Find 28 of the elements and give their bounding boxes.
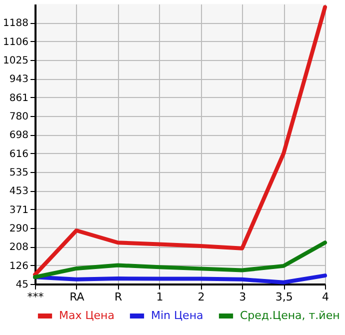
y-tick-label: 780 bbox=[9, 112, 28, 122]
y-tick-label: 45 bbox=[16, 280, 28, 290]
y-tick-label: 535 bbox=[9, 168, 28, 178]
x-tick-label: 3,5 bbox=[275, 290, 293, 304]
y-tick-label: 290 bbox=[9, 224, 28, 234]
legend-label: Сред.Цена, т.йен bbox=[240, 309, 340, 322]
y-tick-label: 861 bbox=[9, 92, 28, 104]
x-tick-label: R bbox=[114, 290, 123, 304]
y-tick-label: 1188 bbox=[3, 18, 28, 30]
x-tick-label: *** bbox=[27, 290, 44, 304]
y-tick-label: 126 bbox=[9, 260, 28, 272]
y-tick-label: 1106 bbox=[3, 36, 28, 48]
x-tick-label: 1 bbox=[156, 290, 164, 304]
y-tick-label: 1025 bbox=[3, 56, 28, 66]
x-tick-label: 4 bbox=[322, 290, 329, 304]
x-tick-label: RA bbox=[70, 290, 85, 304]
y-tick-label: 453 bbox=[9, 186, 28, 198]
line-series bbox=[33, 5, 327, 277]
x-tick-label: 2 bbox=[198, 290, 205, 304]
line-series bbox=[33, 240, 327, 280]
y-tick-label: 943 bbox=[9, 74, 28, 86]
legend-label: Max Цена bbox=[59, 309, 114, 322]
x-tick-label: 3 bbox=[239, 290, 246, 304]
y-tick-label: 371 bbox=[9, 204, 28, 216]
y-tick-label: 616 bbox=[9, 148, 28, 160]
y-tick-label: 698 bbox=[9, 130, 28, 142]
y-tick-label: 208 bbox=[9, 242, 28, 254]
legend-label: Min Цена bbox=[151, 309, 204, 322]
